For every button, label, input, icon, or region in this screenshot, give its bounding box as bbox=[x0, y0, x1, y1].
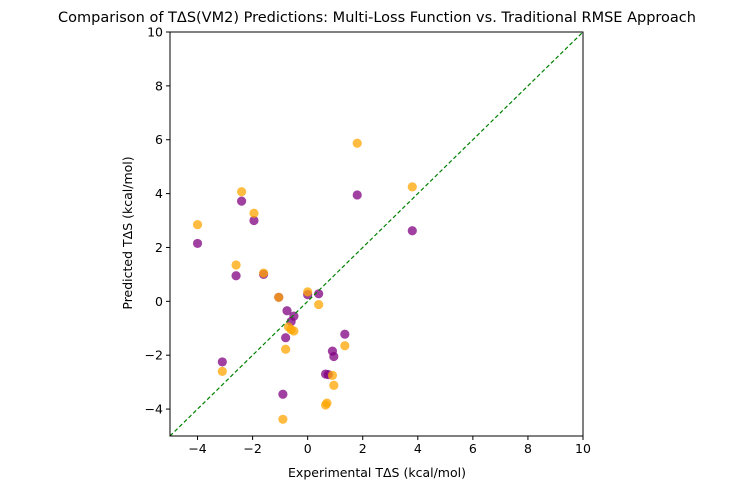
x-tick-label: −4 bbox=[188, 441, 206, 456]
data-point-s1-7 bbox=[278, 414, 288, 424]
data-point-s1-11 bbox=[289, 326, 299, 336]
y-tick-label: 0 bbox=[155, 294, 163, 309]
data-point-s1-6 bbox=[274, 292, 284, 302]
data-point-s1-3 bbox=[236, 187, 247, 197]
data-point-s1-17 bbox=[329, 380, 339, 390]
plot-frame bbox=[169, 31, 584, 437]
data-point-s0-9 bbox=[282, 306, 292, 316]
y-tick-label: −2 bbox=[145, 348, 163, 363]
y-tick-label: 8 bbox=[155, 78, 163, 93]
data-point-s1-13 bbox=[314, 299, 324, 310]
data-point-s0-11 bbox=[289, 311, 299, 321]
data-point-s1-18 bbox=[340, 341, 350, 351]
x-tick-label: 0 bbox=[304, 441, 312, 456]
data-point-s0-20 bbox=[407, 226, 417, 236]
data-point-s1-1 bbox=[217, 366, 227, 376]
y-tick-label: 6 bbox=[155, 132, 163, 147]
data-point-s1-2 bbox=[231, 260, 241, 270]
data-point-s1-5 bbox=[259, 268, 269, 278]
data-point-s0-2 bbox=[231, 271, 241, 281]
x-tick-label: 8 bbox=[524, 441, 532, 456]
data-point-s0-13 bbox=[314, 289, 324, 299]
data-point-s0-0 bbox=[192, 238, 203, 249]
x-axis-label: Experimental TΔS (kcal/mol) bbox=[288, 465, 466, 480]
x-tick-label: 4 bbox=[414, 441, 422, 456]
data-point-s1-8 bbox=[281, 344, 291, 354]
y-tick-label: −4 bbox=[145, 402, 163, 417]
y-axis-label: Predicted TΔS (kcal/mol) bbox=[120, 156, 135, 309]
data-point-s1-15 bbox=[322, 398, 332, 408]
y-tick-label: 4 bbox=[155, 186, 163, 201]
x-tick-label: 6 bbox=[469, 441, 477, 456]
data-point-s1-16 bbox=[327, 370, 338, 380]
x-tick-label: 10 bbox=[575, 441, 591, 456]
data-point-s1-4 bbox=[249, 208, 259, 218]
data-point-s0-3 bbox=[236, 196, 247, 206]
reference-line bbox=[170, 32, 583, 436]
data-point-s0-18 bbox=[340, 329, 350, 339]
x-tick-label: −2 bbox=[243, 441, 261, 456]
y-tick-label: 10 bbox=[147, 25, 163, 40]
y-tick-label: 2 bbox=[155, 240, 163, 255]
plot-area: −4 −2 0 2 4 6 8 10 −4 −2 0 2 4 6 8 10 bbox=[145, 25, 591, 457]
data-point-s1-12 bbox=[303, 287, 313, 297]
chart-title: Comparison of TΔS(VM2) Predictions: Mult… bbox=[58, 10, 696, 26]
data-point-s1-19 bbox=[352, 138, 362, 148]
data-point-s0-17 bbox=[329, 351, 339, 362]
data-point-s0-1 bbox=[217, 357, 227, 367]
data-point-s1-20 bbox=[407, 182, 417, 192]
data-point-s0-19 bbox=[352, 190, 362, 200]
data-point-s1-0 bbox=[192, 219, 203, 230]
data-point-s0-4 bbox=[249, 215, 259, 226]
x-tick-label: 2 bbox=[359, 441, 367, 456]
data-point-s0-7 bbox=[278, 389, 288, 399]
data-point-s0-8 bbox=[281, 333, 291, 343]
